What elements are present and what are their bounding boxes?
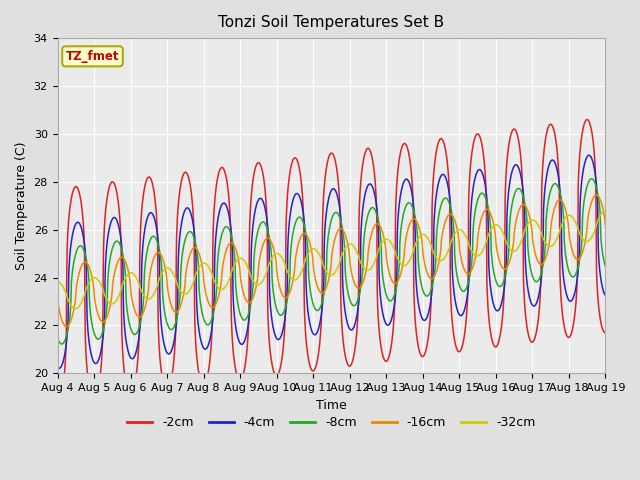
-8cm xyxy=(97,335,104,341)
-16cm xyxy=(119,254,127,260)
-8cm xyxy=(54,335,61,340)
-32cm xyxy=(287,274,294,280)
-2cm xyxy=(365,146,373,152)
-4cm xyxy=(56,365,63,371)
-2cm xyxy=(96,375,104,381)
-32cm xyxy=(365,267,373,273)
-2cm xyxy=(54,402,61,408)
Y-axis label: Soil Temperature (C): Soil Temperature (C) xyxy=(15,142,28,270)
Line: -32cm: -32cm xyxy=(58,211,605,309)
Title: Tonzi Soil Temperatures Set B: Tonzi Soil Temperatures Set B xyxy=(218,15,444,30)
-32cm xyxy=(308,247,316,252)
-8cm xyxy=(287,255,294,261)
-4cm xyxy=(602,292,609,298)
Line: -2cm: -2cm xyxy=(58,120,605,405)
-8cm xyxy=(298,216,305,222)
-16cm xyxy=(602,222,609,228)
-32cm xyxy=(72,306,79,312)
-32cm xyxy=(119,282,127,288)
-8cm xyxy=(119,251,127,256)
-4cm xyxy=(119,255,127,261)
-32cm xyxy=(97,280,104,286)
-16cm xyxy=(63,324,70,330)
-32cm xyxy=(298,268,305,274)
Text: TZ_fmet: TZ_fmet xyxy=(66,50,119,63)
-16cm xyxy=(365,240,373,245)
-8cm xyxy=(602,263,609,269)
-8cm xyxy=(588,176,596,182)
-2cm xyxy=(583,117,591,122)
X-axis label: Time: Time xyxy=(316,398,347,412)
-2cm xyxy=(602,330,609,336)
-8cm xyxy=(365,208,373,214)
-4cm xyxy=(585,152,593,158)
-8cm xyxy=(58,341,65,347)
-16cm xyxy=(308,247,316,253)
-4cm xyxy=(308,327,316,333)
-2cm xyxy=(298,179,305,185)
-4cm xyxy=(298,201,305,206)
-4cm xyxy=(365,181,373,187)
-8cm xyxy=(308,295,316,300)
Line: -8cm: -8cm xyxy=(58,179,605,344)
-16cm xyxy=(97,317,104,323)
-4cm xyxy=(287,211,294,217)
Legend: -2cm, -4cm, -8cm, -16cm, -32cm: -2cm, -4cm, -8cm, -16cm, -32cm xyxy=(122,411,541,434)
-16cm xyxy=(287,288,294,294)
-2cm xyxy=(118,340,126,346)
-16cm xyxy=(593,192,600,198)
-2cm xyxy=(307,366,315,372)
-16cm xyxy=(54,294,61,300)
-4cm xyxy=(54,364,61,370)
-2cm xyxy=(286,169,294,175)
Line: -16cm: -16cm xyxy=(58,195,605,327)
-4cm xyxy=(97,351,104,357)
-32cm xyxy=(602,208,609,214)
-32cm xyxy=(54,279,61,285)
-16cm xyxy=(298,232,305,238)
Line: -4cm: -4cm xyxy=(58,155,605,368)
